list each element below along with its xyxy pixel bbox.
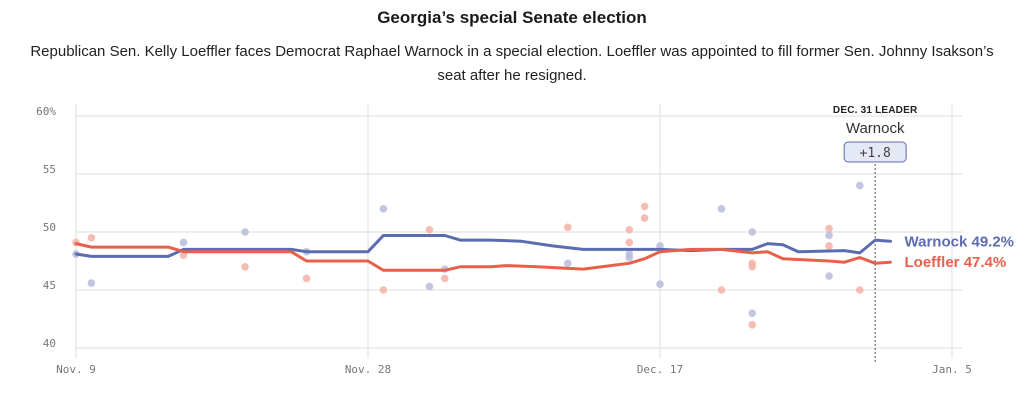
loeffler-poll-dot: [640, 214, 649, 222]
leader-margin: +1.8: [860, 146, 891, 161]
warnock-poll-dot: [179, 238, 188, 247]
leader-name: Warnock: [846, 120, 905, 137]
loeffler-poll-dot: [179, 251, 188, 259]
loeffler-poll-dot: [825, 224, 833, 233]
loeffler-poll-dot: [625, 225, 634, 234]
loeffler-poll-dot: [640, 202, 649, 211]
loeffler-end-label: Loeffler 47.4%: [905, 254, 1007, 271]
chart-subtitle: Republican Sen. Kelly Loeffler faces Dem…: [30, 43, 994, 84]
leader-heading: DEC. 31 LEADER: [833, 105, 918, 116]
loeffler-poll-dot: [425, 225, 434, 234]
end-labels: Warnock 49.2% Loeffler 47.4%: [905, 233, 1015, 271]
loeffler-poll-dot: [717, 286, 726, 294]
loeffler-poll-dot: [441, 274, 449, 283]
warnock-poll-dot: [379, 205, 388, 213]
warnock-end-label: Warnock 49.2%: [905, 233, 1015, 250]
y-tick-label: 60%: [36, 105, 56, 118]
warnock-poll-dot: [241, 228, 249, 236]
loeffler-trend-line: [74, 242, 892, 272]
loeffler-poll-dot: [302, 274, 311, 283]
loeffler-poll-dot: [379, 286, 388, 294]
warnock-trend-line: [74, 234, 892, 258]
y-tick-label: 55: [43, 163, 56, 176]
warnock-poll-dot: [825, 272, 833, 280]
warnock-poll-dot: [717, 205, 726, 213]
trend-lines: [74, 234, 892, 272]
chart-title: Georgia’s special Senate election: [377, 8, 647, 27]
loeffler-poll-dot: [748, 263, 757, 271]
loeffler-poll-dot: [855, 286, 864, 294]
x-tick-label: Dec. 17: [637, 363, 683, 376]
x-tick-label: Jan. 5: [932, 363, 972, 376]
y-tick-label: 50: [43, 221, 56, 234]
warnock-poll-dot: [825, 231, 833, 240]
grid: [75, 104, 962, 358]
loeffler-poll-dot: [748, 321, 757, 329]
y-tick-label: 45: [43, 279, 56, 292]
x-tick-label: Nov. 28: [345, 363, 391, 376]
warnock-poll-dot: [425, 282, 434, 291]
warnock-poll-dot: [656, 242, 664, 250]
warnock-poll-dot: [563, 259, 572, 268]
loeffler-poll-dot: [87, 234, 96, 242]
warnock-poll-dot: [855, 181, 864, 190]
leader-margin-badge: [843, 141, 907, 163]
warnock-poll-dot: [625, 253, 634, 262]
loeffler-poll-dot: [825, 242, 833, 250]
loeffler-poll-dot: [563, 223, 572, 232]
warnock-poll-dot: [748, 309, 757, 318]
x-tick-label: Nov. 9: [56, 363, 96, 376]
warnock-poll-dot: [748, 228, 757, 236]
y-tick-label: 40: [43, 337, 56, 350]
poll-dots: [72, 181, 864, 329]
warnock-poll-dot: [87, 279, 96, 287]
loeffler-poll-dot: [625, 238, 634, 247]
leader-marker: DEC. 31 LEADER Warnock +1.8: [833, 105, 918, 364]
warnock-poll-dot: [656, 280, 664, 289]
loeffler-poll-dot: [241, 263, 249, 271]
